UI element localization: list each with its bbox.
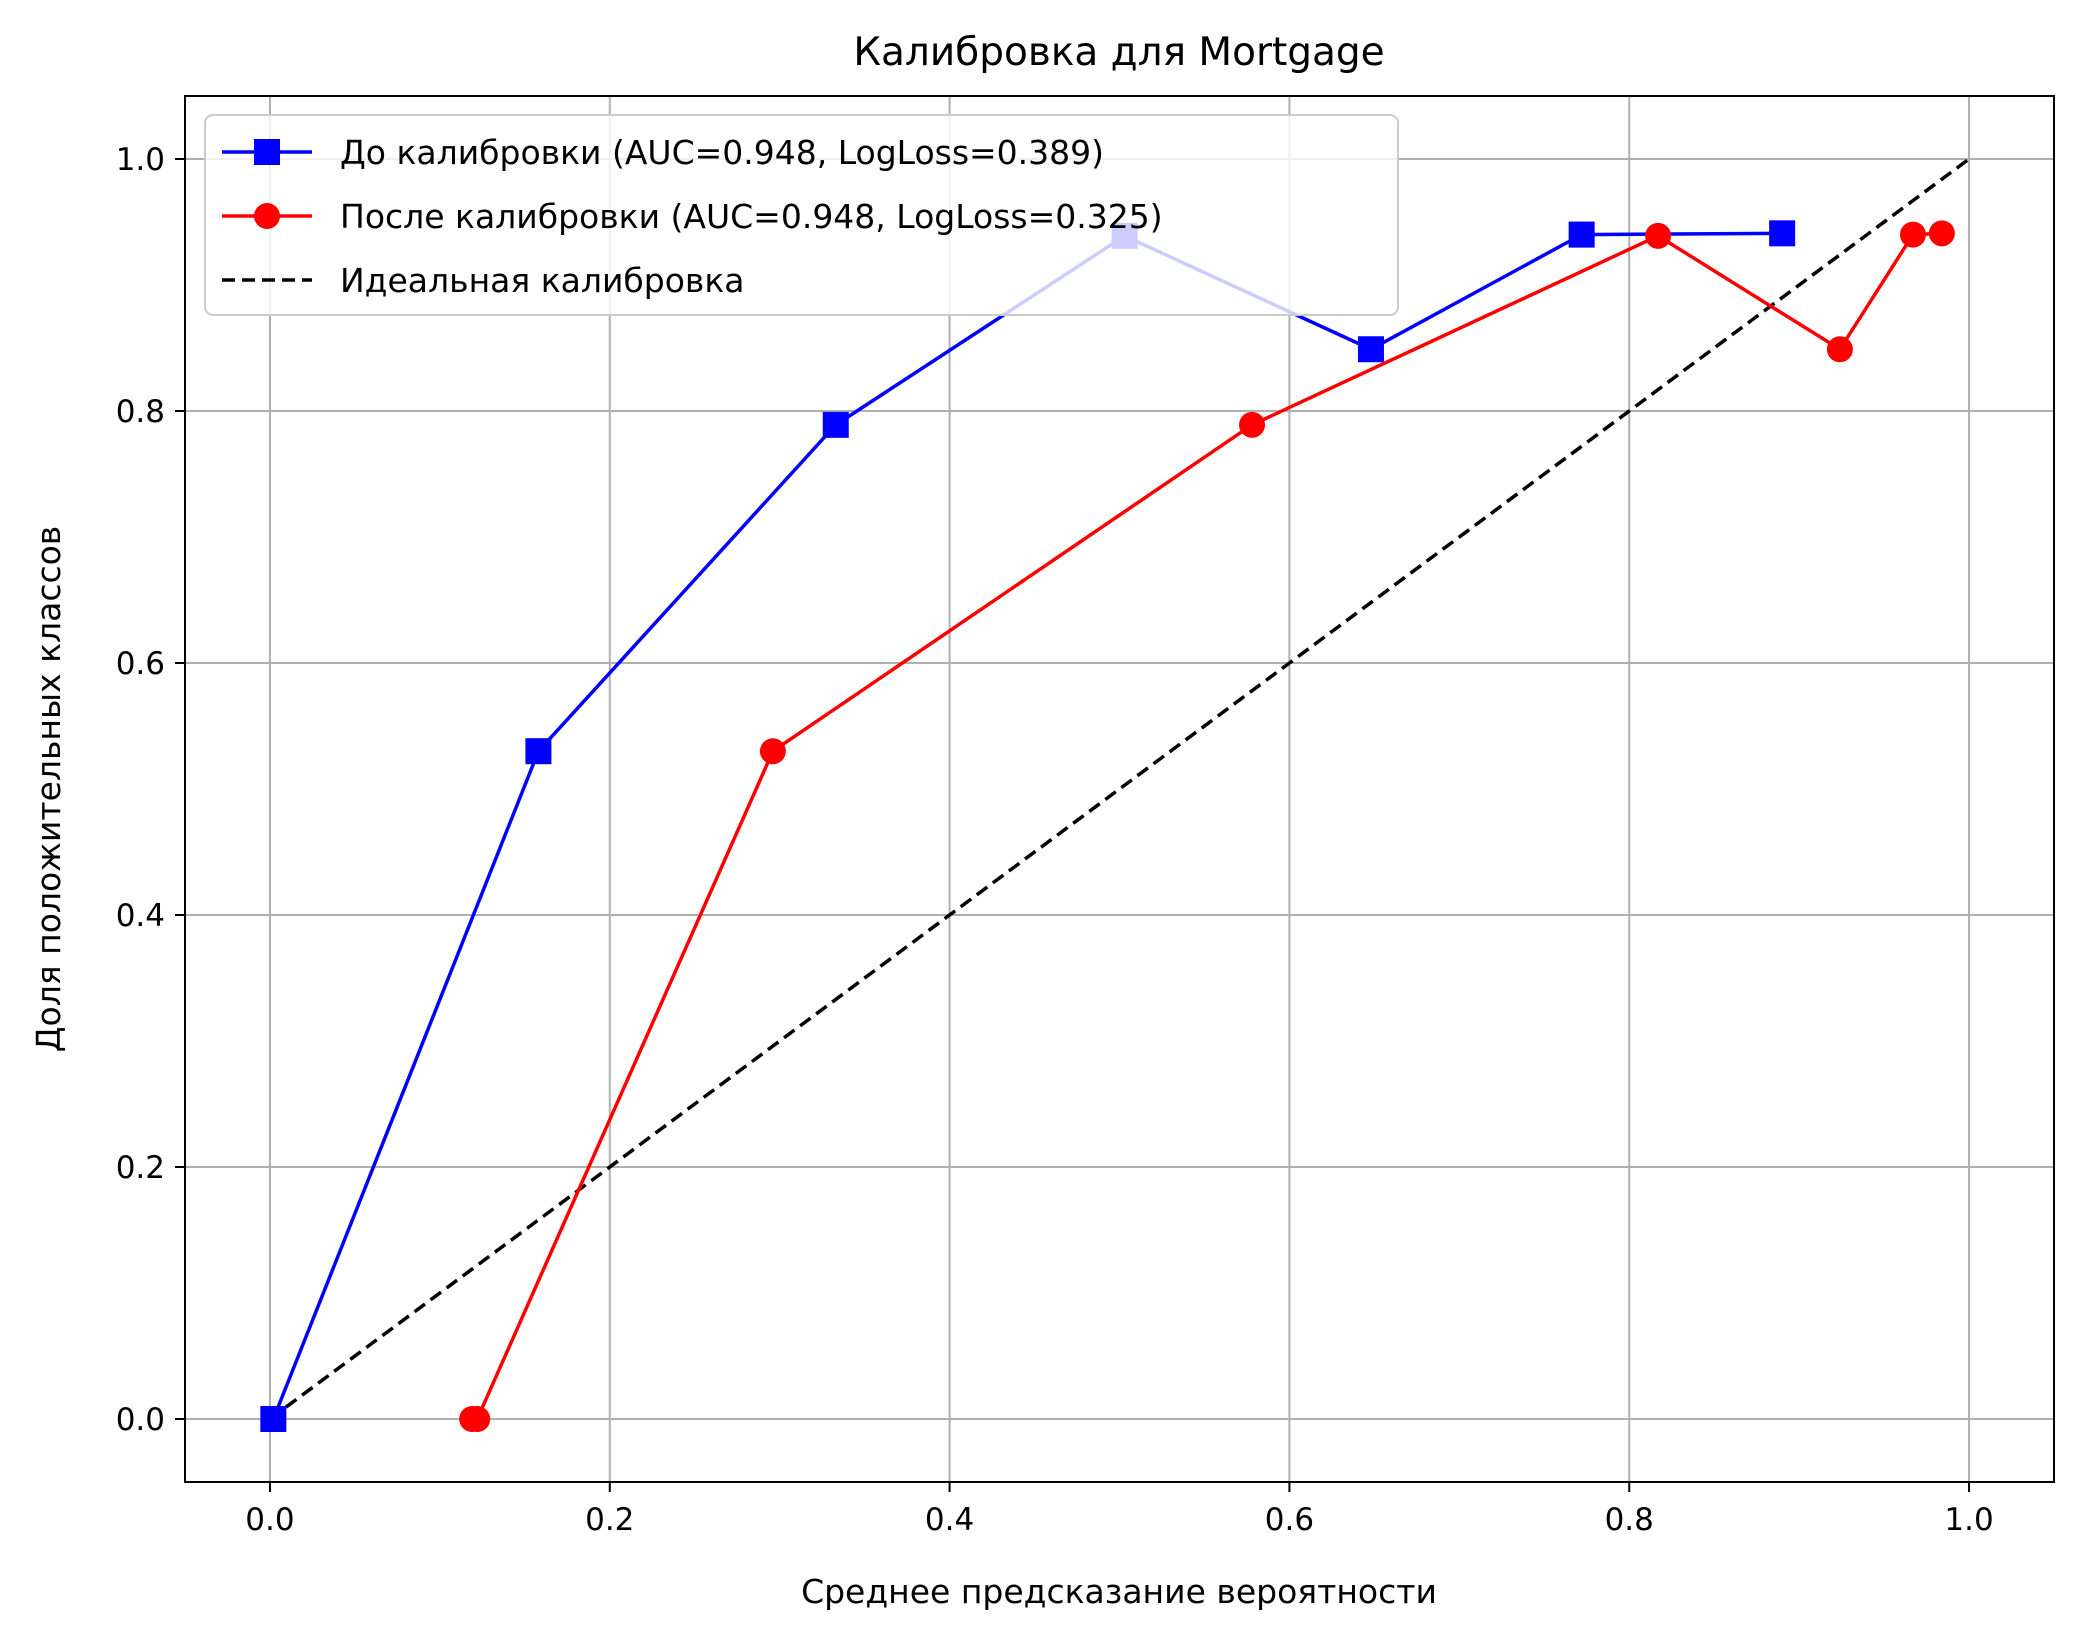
legend-label: До калибровки (AUC=0.948, LogLoss=0.389): [340, 133, 1104, 172]
data-point: [822, 411, 849, 438]
legend-entry: После калибровки (AUC=0.948, LogLoss=0.3…: [222, 197, 1163, 236]
series-layer: [260, 220, 1955, 1432]
series-0: [260, 220, 1796, 1432]
data-point: [1357, 336, 1384, 363]
legend: До калибровки (AUC=0.948, LogLoss=0.389)…: [204, 114, 1399, 316]
ticks: 0.0 0.2 0.4 0.6 0.8 1.0 0.0 0.2 0.4 0.6 0.8 1.0: [116, 142, 1994, 1538]
x-tick-label: 0.6: [1265, 1502, 1314, 1538]
data-point: [1928, 220, 1955, 247]
x-tick-label: 1.0: [1944, 1502, 1993, 1538]
legend-label: После калибровки (AUC=0.948, LogLoss=0.3…: [340, 197, 1163, 236]
x-tick-label: 0.8: [1605, 1502, 1654, 1538]
plot-frame: [184, 95, 2055, 1483]
legend-label: Идеальная калибровка: [340, 261, 745, 300]
y-tick-label: 1.0: [116, 142, 165, 178]
legend-marker: [254, 203, 280, 229]
y-tick-label: 0.4: [116, 898, 165, 934]
y-axis-label: Доля положительных классов: [29, 526, 68, 1053]
legend-entry: До калибровки (AUC=0.948, LogLoss=0.389): [222, 133, 1104, 172]
x-axis-label: Среднее предсказание вероятности: [801, 1572, 1437, 1611]
y-tick-label: 0.2: [116, 1150, 165, 1186]
data-point: [260, 1406, 287, 1432]
data-point: [464, 1406, 491, 1432]
data-point: [1899, 221, 1926, 248]
data-point: [1826, 336, 1853, 363]
ideal-calibration-line: [268, 157, 1971, 1421]
chart-title: Калибровка для Mortgage: [853, 30, 1384, 75]
data-point: [1239, 411, 1266, 438]
series-2: [268, 157, 1971, 1421]
data-point: [1769, 220, 1796, 247]
legend-entry: Идеальная калибровка: [222, 261, 745, 300]
series-1: [459, 220, 1955, 1432]
x-tick-label: 0.2: [585, 1502, 634, 1538]
ideal-line-layer: [268, 157, 1971, 1421]
data-point: [1645, 222, 1672, 249]
x-tick-label: 0.4: [925, 1502, 974, 1538]
y-tick-label: 0.6: [116, 646, 165, 682]
y-tick-label: 0.8: [116, 394, 165, 430]
legend-box: [204, 114, 1399, 316]
data-point: [1568, 221, 1595, 248]
y-tick-label: 0.0: [116, 1402, 165, 1438]
legend-marker: [254, 139, 280, 165]
legend-entries: До калибровки (AUC=0.948, LogLoss=0.389)…: [222, 133, 1163, 300]
data-point: [525, 738, 552, 765]
x-tick-label: 0.0: [245, 1502, 294, 1538]
data-point: [759, 738, 786, 765]
series-line: [472, 231, 1942, 1421]
